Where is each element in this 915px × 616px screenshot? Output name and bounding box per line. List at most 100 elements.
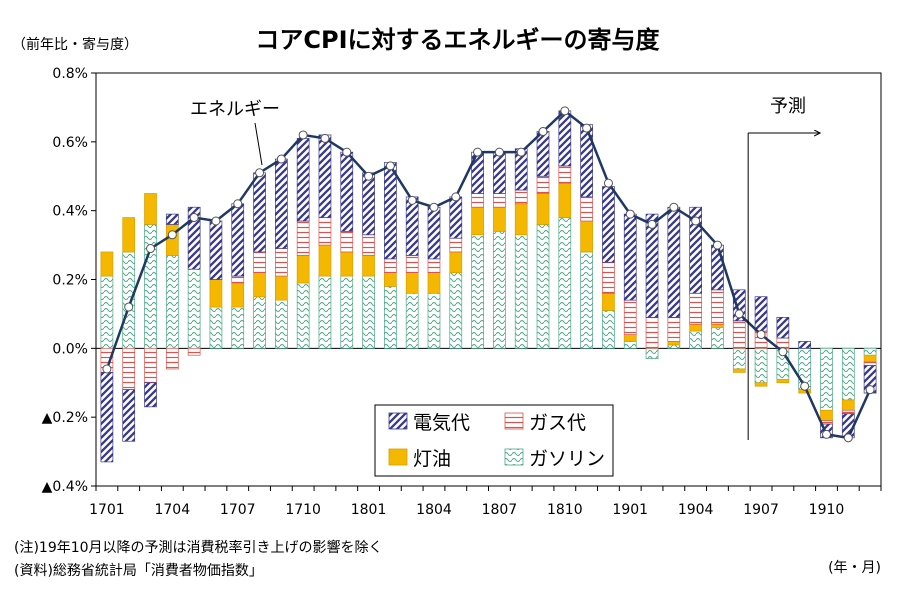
forecast-label: 予測 [770,96,806,117]
bar-segment-gas [363,235,375,256]
energy-line-point [779,348,787,356]
chart-svg: 0.8%0.6%0.4%0.2%0.0%▲0.2%▲0.4% 1701 1704 1… [0,0,915,616]
bar-segment-gas [232,276,244,283]
energy-line-point [757,331,765,339]
bar-segment-kerosene [341,252,353,276]
bar-segment-electricity [450,197,462,238]
x-tick-label: 1901 [612,502,648,518]
bar-segment-kerosene [472,207,484,235]
bar-segment-gasoline [602,310,614,348]
bar-segment-electricity [624,214,636,300]
energy-line-point [125,303,133,311]
y-tick-label: 0.8% [52,66,88,82]
y-axis-ticks: 0.8% 0.6% 0.4% 0.2% 0.0% ▲0.2% ▲0.4% [42,66,96,495]
bar-segment-gasoline [493,231,505,348]
energy-line-point [321,134,329,142]
bar-segment-electricity [254,173,266,252]
bar-segment-electricity [493,152,505,193]
x-axis-ticks: 1701 1704 1707 1710 1801 1804 1807 1810 1901 1904… [89,486,881,518]
energy-line-point [713,241,721,249]
bar-segment-gasoline [864,348,876,355]
bar-segment-gasoline [297,283,309,348]
bar-segment-kerosene [384,273,396,287]
bar-segment-gasoline [842,348,854,400]
energy-line-point [517,148,525,156]
bar-segment-gasoline [210,307,222,348]
svg-text:灯油: 灯油 [413,448,451,470]
energy-line-point [234,200,242,208]
x-tick-label: 1810 [547,502,583,518]
bar-segment-gasoline [341,276,353,348]
legend: 電気代 ガス代 灯油 ガソリン [375,405,613,476]
bar-segment-kerosene [864,355,876,362]
bar-segment-electricity [319,135,331,218]
energy-line-point [299,131,307,139]
bar-segment-gas [624,300,636,334]
bar-segment-gas [406,255,418,272]
energy-line-point [626,210,634,218]
bar-segment-gasoline [254,297,266,349]
bar-segment-gasoline [624,341,636,348]
energy-line-point [604,179,612,187]
bar-segment-gasoline [428,293,440,348]
bar-segment-gas [254,252,266,273]
y-tick-label: 0.6% [52,135,88,151]
bar-segment-gas [123,348,135,389]
bar-segment-gas [602,262,614,293]
energy-line-point [277,155,285,163]
energy-line-point [692,217,700,225]
svg-text:ガソリン: ガソリン [529,448,605,470]
x-tick-label: 1707 [220,502,256,518]
bar-segment-kerosene [406,273,418,294]
energy-line-point [147,245,155,253]
bar-segment-gas [668,317,680,341]
energy-line-point [452,193,460,201]
x-tick-label: 1804 [416,502,452,518]
bar-segment-gas [842,410,854,413]
bar-segment-gas [297,221,309,255]
bar-segment-electricity [646,214,658,317]
bar-segment-gas [733,321,745,349]
energy-line-point [190,214,198,222]
bar-segment-kerosene [602,293,614,310]
bar-segment-kerosene [755,383,767,386]
bar-segment-gas [711,290,723,324]
bar-segment-gas [428,259,440,273]
x-tick-label: 1704 [154,502,190,518]
bar-segment-gasoline [166,255,178,348]
bar-segment-kerosene [515,204,527,235]
energy-line-point [430,203,438,211]
y-tick-label: 0.4% [52,204,88,220]
bar-segment-electricity [559,111,571,166]
energy-line-point [844,434,852,442]
bar-segment-gas [537,176,549,193]
bar-segment-gas [690,293,702,324]
energy-line-point [495,148,503,156]
bar-segment-kerosene [537,193,549,224]
bar-segment-gas [864,362,876,365]
energy-line-point [866,386,874,394]
x-tick-label: 1910 [809,502,845,518]
line-annotation: エネルギー [190,99,280,120]
bar-segment-gasoline [363,276,375,348]
bar-segment-electricity [602,187,614,263]
bar-segment-gasoline [668,345,680,348]
bar-segment-gas [319,218,331,246]
bar-segment-gasoline [101,276,113,348]
bar-segment-kerosene [101,252,113,276]
bar-segment-kerosene [733,369,745,372]
bar-segment-gas [559,166,571,183]
bar-segment-gasoline [559,218,571,349]
bar-segment-gasoline [537,224,549,348]
y-tick-label: ▲0.4% [42,479,88,495]
bar-segment-electricity [275,159,287,248]
bar-segment-gasoline [581,252,593,348]
bar-segment-kerosene [254,273,266,297]
bar-segment-gas [581,197,593,221]
y-tick-label: ▲0.2% [42,410,88,426]
bar-segment-gas [341,231,353,252]
energy-line-point [583,124,591,132]
source-note: (資料)総務省統計局「消費者物価指数」 [14,560,263,580]
bar-segment-gasoline [275,300,287,348]
bar-segment-electricity [341,152,353,231]
